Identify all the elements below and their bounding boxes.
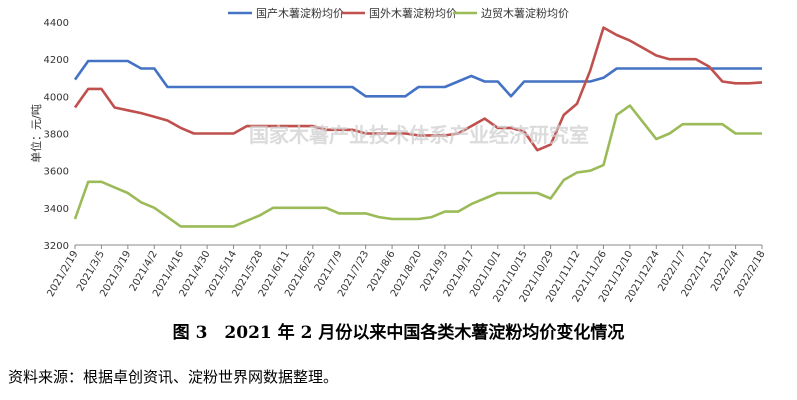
series-line-2	[73, 26, 763, 152]
watermark: 国家木薯产业技术体系产业经济研究室	[249, 123, 589, 147]
axes: 32003400360038004000420044002021/2/19202…	[44, 18, 768, 304]
x-tick-label: 2021/2/19	[45, 249, 80, 299]
series-line-1	[73, 59, 762, 98]
y-tick-label: 4000	[44, 92, 69, 103]
y-tick-label: 4400	[44, 18, 69, 29]
figure-caption: 图 3 2021 年 2 月份以来中国各类木薯淀粉均价变化情况	[172, 323, 625, 343]
legend-label: 国外木薯淀粉均价	[369, 6, 457, 20]
series-layer	[73, 26, 763, 228]
source-note: 资料来源：根据卓创资讯、淀粉世界网数据整理。	[8, 368, 339, 386]
y-tick-label: 3400	[44, 204, 69, 215]
y-axis-label: 单位：元/吨	[29, 104, 43, 163]
legend-label: 边贸木薯淀粉均价	[481, 6, 569, 20]
legend-label: 国产木薯淀粉均价	[256, 6, 344, 20]
y-tick-label: 4200	[44, 55, 69, 66]
legend: 国产木薯淀粉均价 国外木薯淀粉均价 边贸木薯淀粉均价	[228, 6, 569, 20]
y-tick-label: 3600	[44, 167, 69, 178]
series-line-3	[73, 104, 762, 228]
y-tick-label: 3200	[44, 241, 69, 252]
y-tick-label: 3800	[44, 130, 69, 141]
